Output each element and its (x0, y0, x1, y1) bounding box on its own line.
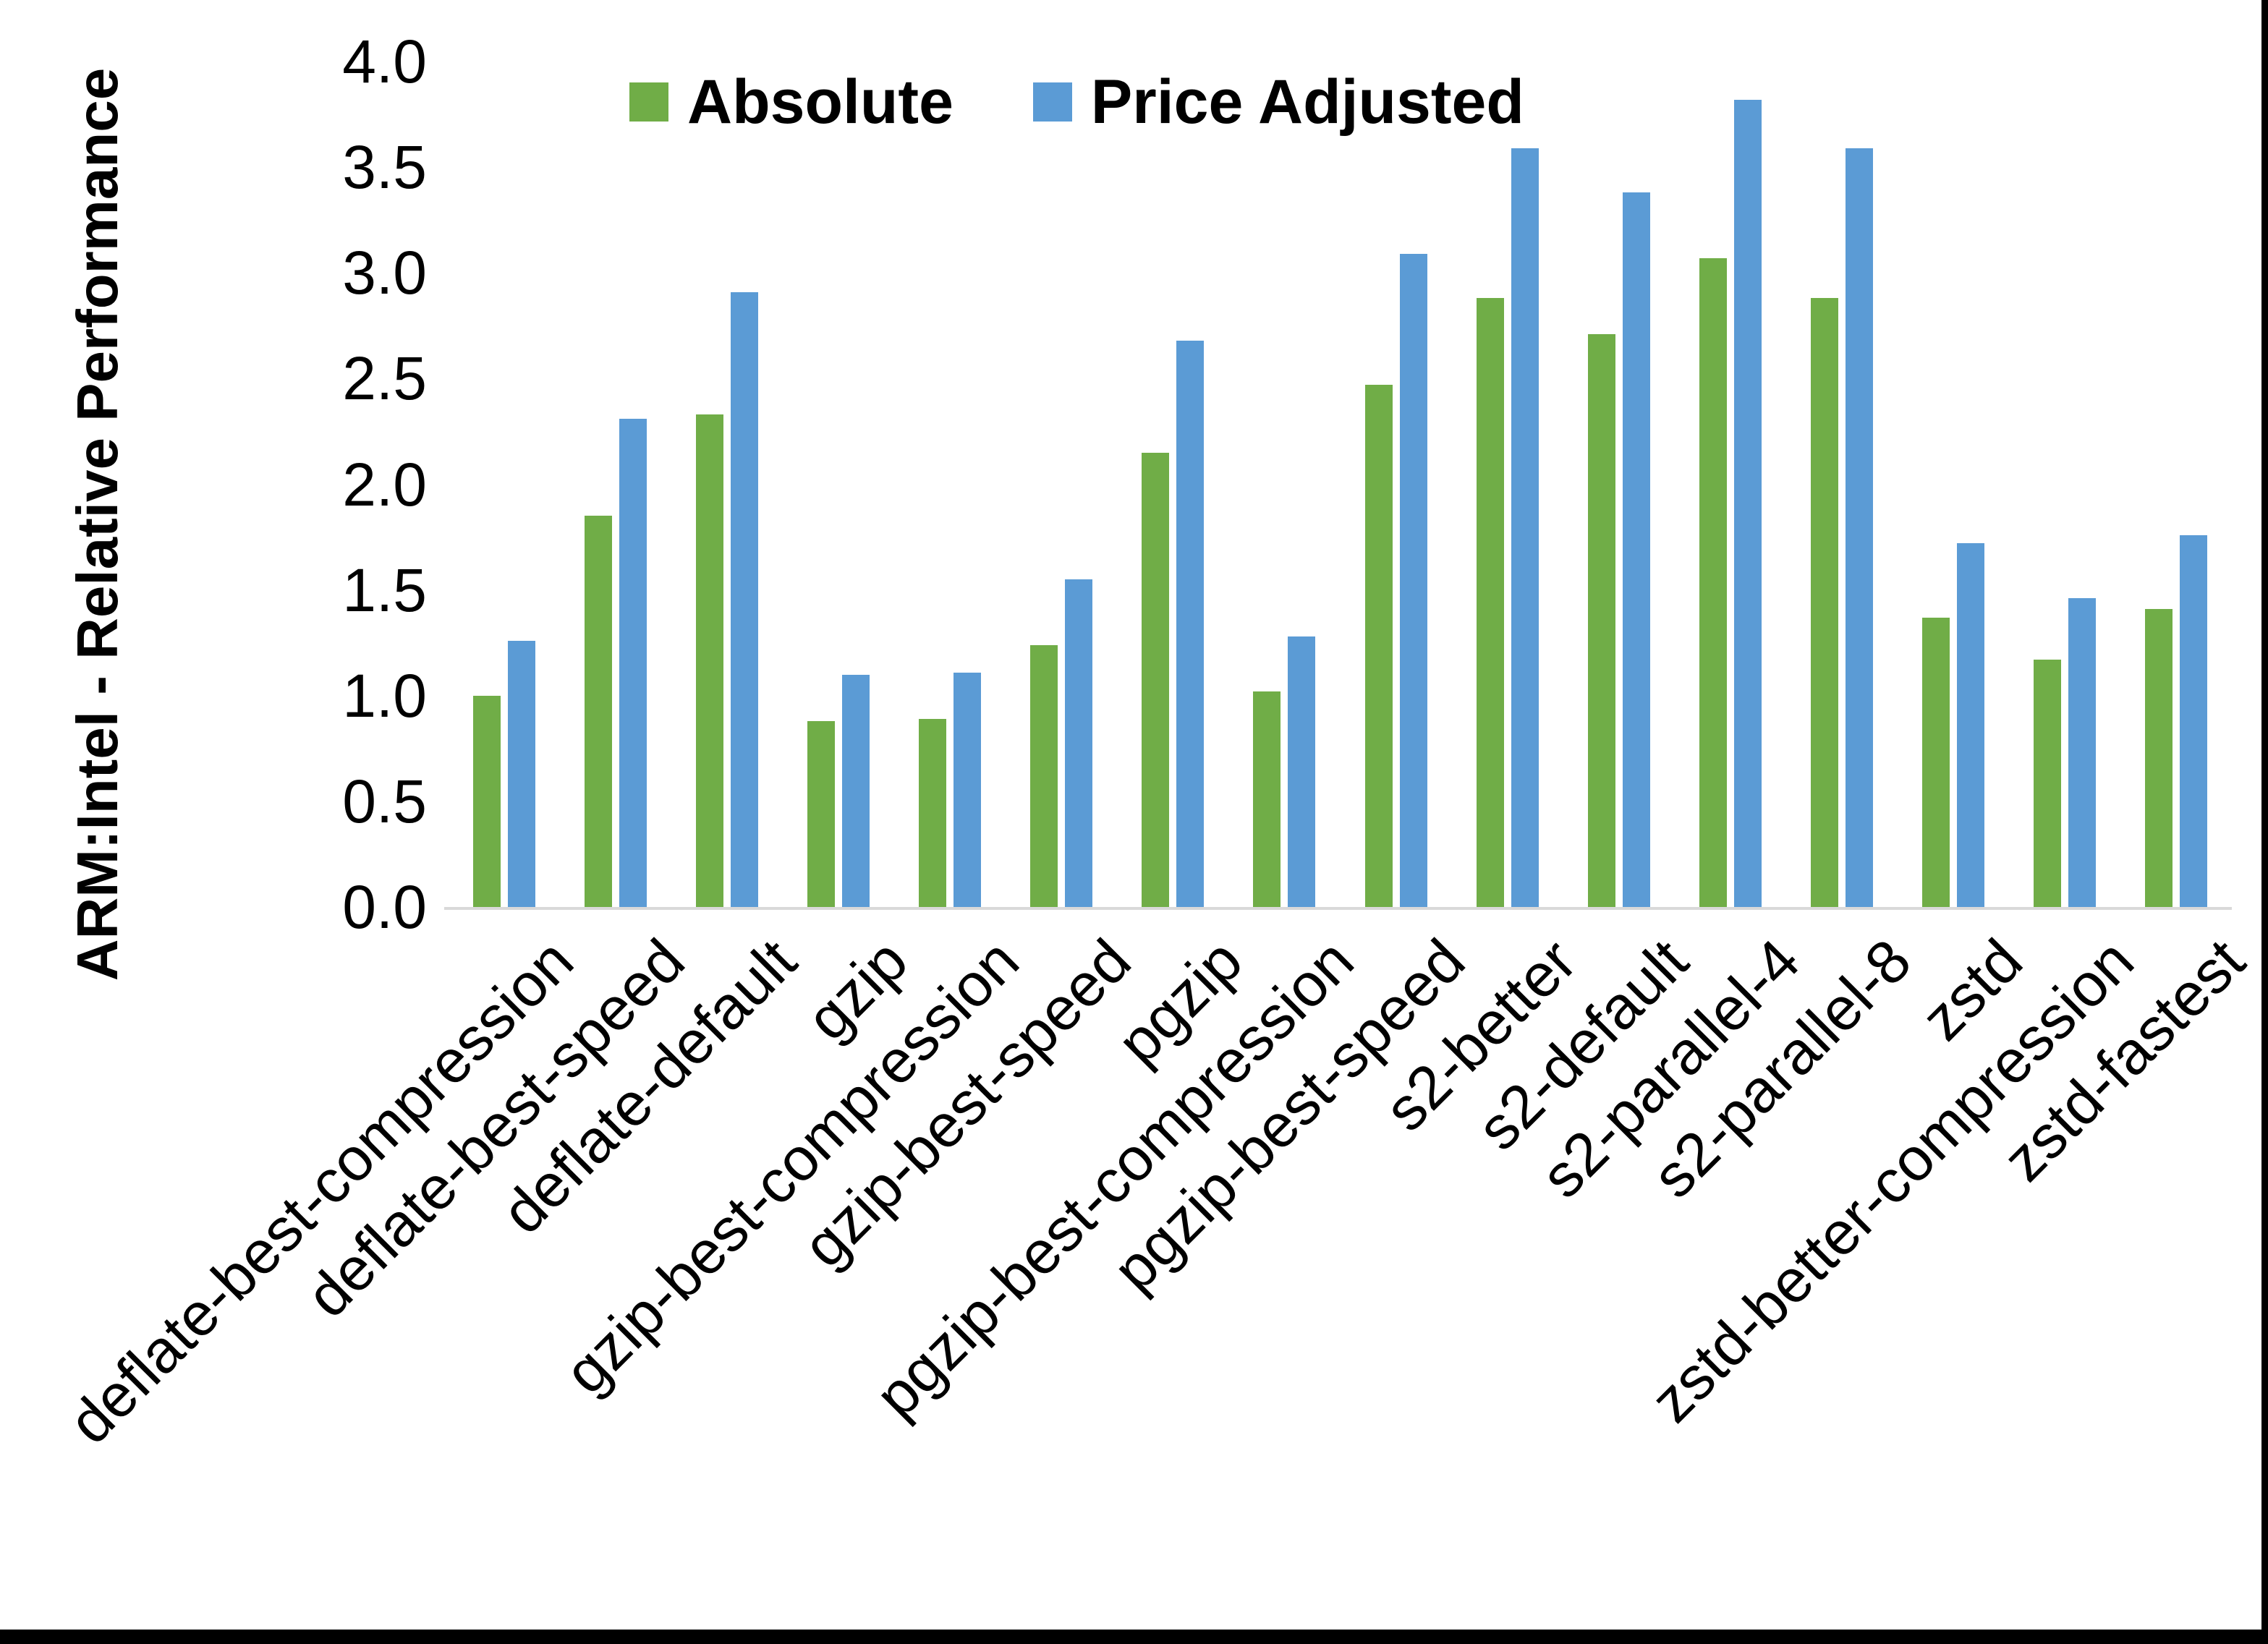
legend-swatch-price-adjusted-icon (1032, 82, 1072, 122)
y-tick-label: 2.0 (342, 450, 427, 519)
legend-label-absolute: Absolute (687, 67, 954, 137)
bar-price-adjusted-s2-default (1622, 192, 1650, 907)
y-tick-label: 0.5 (342, 767, 427, 835)
bar-price-adjusted-s2-parallel-4 (1733, 99, 1762, 907)
bar-price-adjusted-zstd (1956, 543, 1984, 907)
bar-absolute-s2-default (1587, 334, 1615, 907)
y-tick-label: 1.0 (342, 661, 427, 730)
bar-absolute-gzip-best-compression (919, 718, 947, 907)
plot-area (444, 61, 2232, 910)
frame-border-right (2261, 0, 2268, 1644)
y-tick-label: 3.0 (342, 239, 427, 307)
bar-price-adjusted-zstd-fastest (2179, 534, 2207, 907)
y-tick-label: 4.0 (342, 27, 427, 95)
bar-price-adjusted-s2-parallel-8 (1845, 148, 1873, 907)
bar-absolute-deflate-default (696, 414, 724, 907)
y-tick-label: 2.5 (342, 344, 427, 413)
bar-price-adjusted-deflate-best-compression (508, 640, 536, 907)
bar-absolute-zstd (1921, 617, 1950, 907)
bar-price-adjusted-gzip-best-speed (1065, 579, 1093, 907)
bar-absolute-deflate-best-compression (473, 695, 501, 907)
bar-price-adjusted-pgzip-best-compression (1288, 636, 1316, 907)
legend-swatch-absolute-icon (629, 82, 668, 122)
y-tick-label: 3.5 (342, 133, 427, 202)
bar-absolute-gzip (807, 720, 836, 907)
bar-price-adjusted-deflate-best-speed (619, 418, 647, 907)
bar-absolute-zstd-better-compression (2033, 660, 2061, 907)
bar-absolute-pgzip (1142, 452, 1170, 907)
frame-border-bottom (0, 1630, 2268, 1644)
legend-label-price-adjusted: Price Adjusted (1090, 67, 1524, 137)
legend-item-absolute: Absolute (629, 71, 954, 133)
y-tick-label: 0.0 (342, 873, 427, 941)
bar-price-adjusted-deflate-default (731, 291, 759, 907)
x-axis-line (444, 907, 2232, 910)
y-axis-title: ARM:Intel - Relative Performance (65, 67, 129, 981)
bar-price-adjusted-pgzip-best-speed (1399, 253, 1427, 907)
bar-absolute-deflate-best-speed (585, 516, 613, 907)
bar-absolute-pgzip-best-compression (1253, 691, 1281, 907)
bar-absolute-s2-parallel-4 (1699, 257, 1727, 907)
bar-price-adjusted-gzip (842, 674, 870, 907)
legend: Absolute Price Adjusted (629, 71, 1524, 133)
bar-price-adjusted-pgzip (1176, 340, 1205, 907)
bar-absolute-zstd-fastest (2144, 608, 2173, 907)
bar-price-adjusted-gzip-best-compression (954, 672, 982, 907)
y-tick-label: 1.5 (342, 555, 427, 624)
bar-absolute-pgzip-best-speed (1364, 385, 1393, 907)
bar-price-adjusted-s2-better (1511, 148, 1539, 907)
bar-absolute-s2-parallel-8 (1810, 298, 1838, 907)
bar-absolute-gzip-best-speed (1030, 644, 1058, 907)
bar-absolute-s2-better (1476, 298, 1504, 907)
legend-item-price-adjusted: Price Adjusted (1032, 67, 1524, 137)
bar-price-adjusted-zstd-better-compression (2068, 598, 2096, 907)
